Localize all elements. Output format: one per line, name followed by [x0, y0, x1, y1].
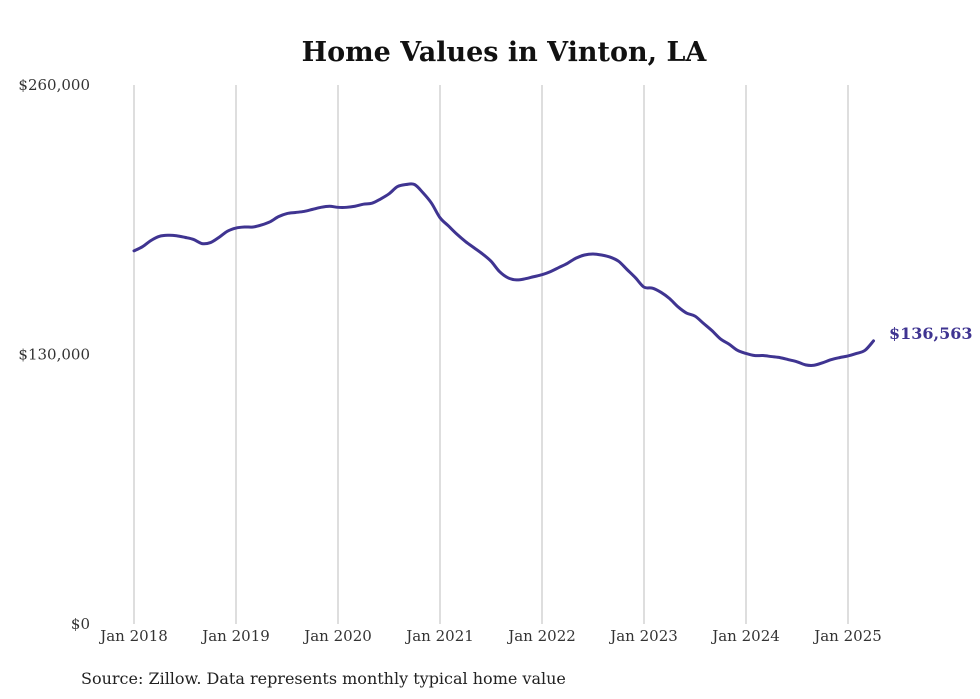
y-tick-label: $260,000	[18, 76, 90, 94]
x-axis: Jan 2018 Jan 2019 Jan 2020 Jan 2021 Jan 2022…	[98, 627, 882, 645]
series-layer	[132, 182, 875, 367]
x-tick-label: Jan 2019	[200, 627, 270, 645]
source-note: Source: Zillow. Data represents monthly …	[81, 669, 566, 688]
y-tick-label: $0	[71, 615, 90, 633]
x-tick-label: Jan 2025	[812, 627, 882, 645]
x-tick-label: Jan 2023	[608, 627, 678, 645]
gridlines	[133, 85, 849, 624]
y-axis: $0 $130,000 $260,000	[18, 76, 90, 633]
y-tick-label: $130,000	[18, 346, 90, 364]
chart-title: Home Values in Vinton, LA	[302, 37, 708, 68]
x-tick-label: Jan 2024	[710, 627, 780, 645]
home-value-line	[132, 182, 875, 367]
x-tick-label: Jan 2018	[98, 627, 168, 645]
x-tick-label: Jan 2021	[404, 627, 474, 645]
x-tick-label: Jan 2022	[506, 627, 576, 645]
last-value-label: $136,563	[889, 324, 973, 343]
x-tick-label: Jan 2020	[302, 627, 372, 645]
